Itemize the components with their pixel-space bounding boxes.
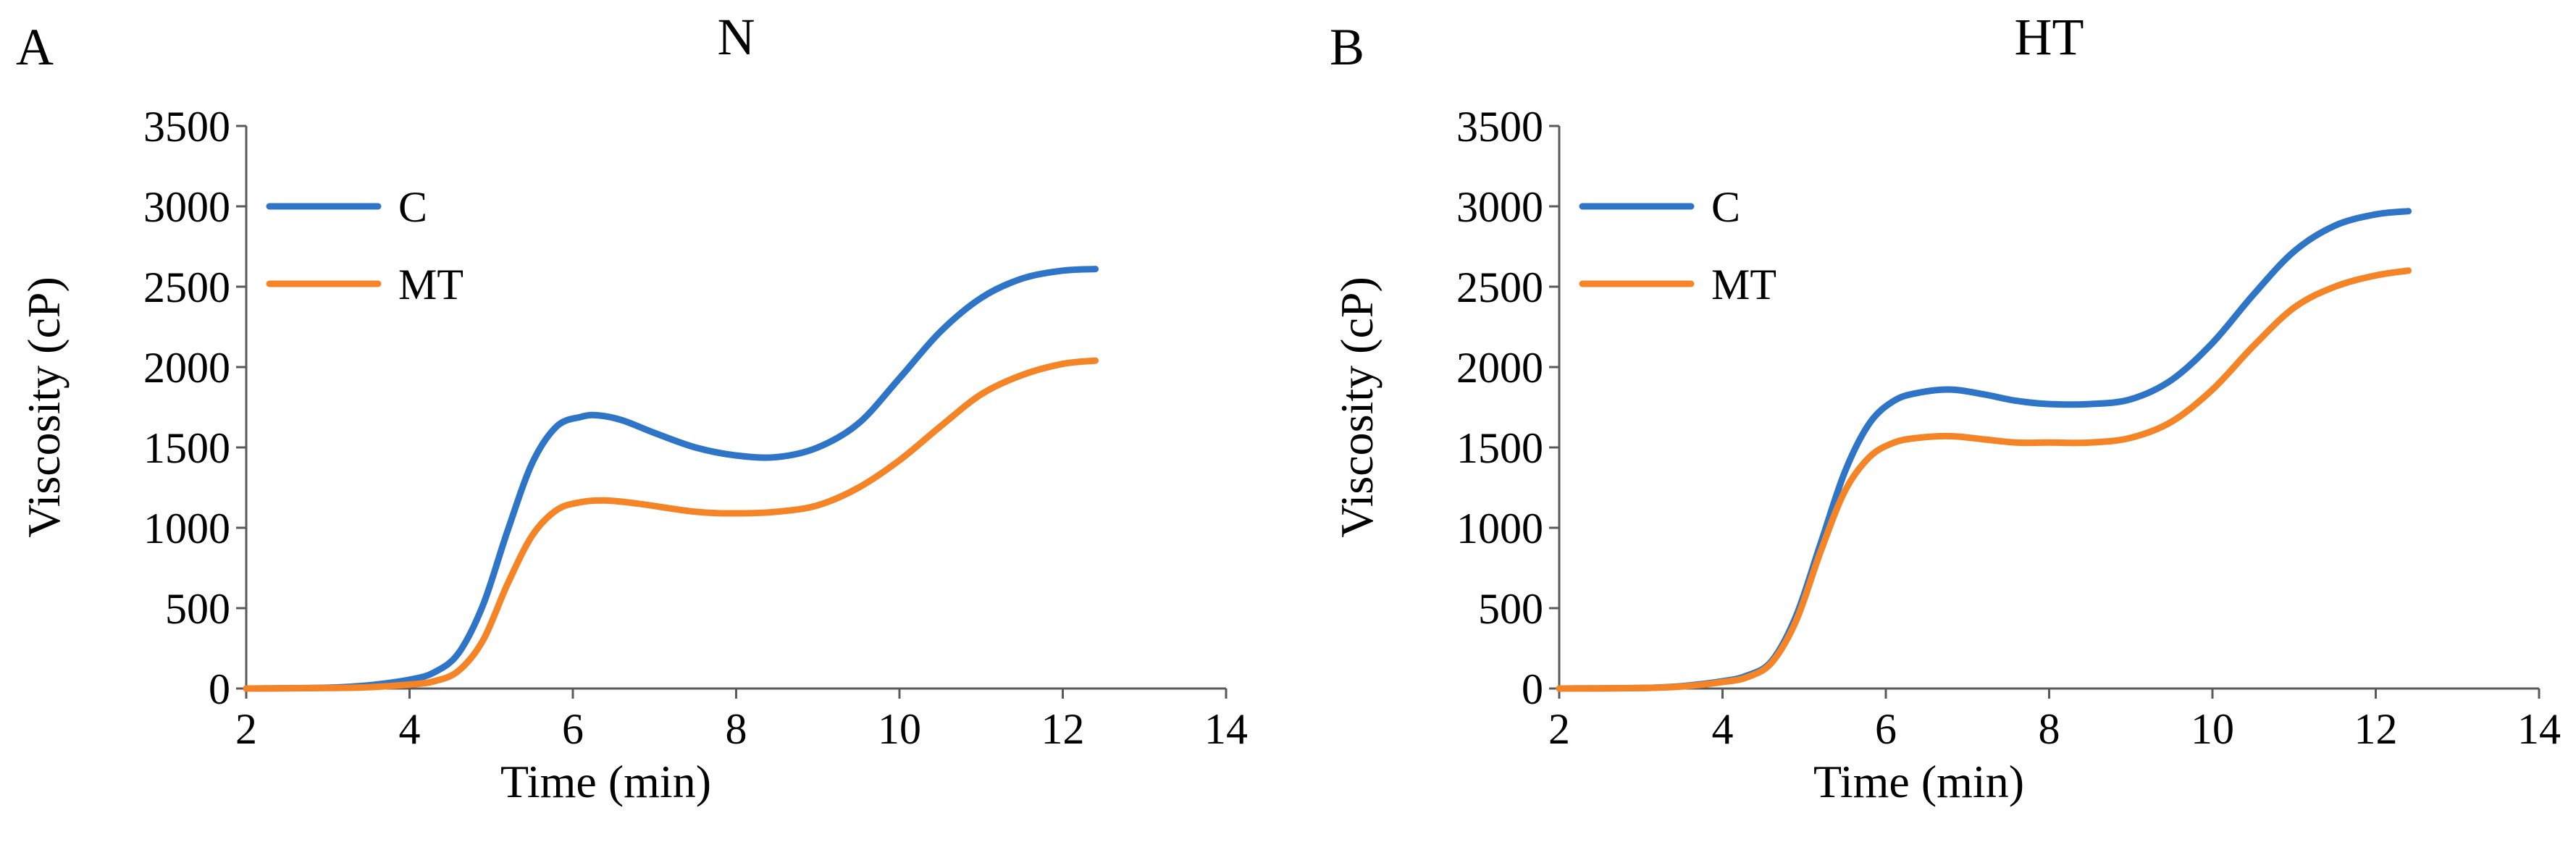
legend-label-c: C xyxy=(1711,183,1740,231)
series-line-mt xyxy=(1556,267,2412,692)
chart-title: HT xyxy=(2015,8,2084,66)
x-tick-label: 14 xyxy=(2517,705,2561,753)
y-tick-label: 3500 xyxy=(1456,103,1543,151)
panel-letter: A xyxy=(16,18,54,76)
panel-letter: B xyxy=(1330,18,1364,76)
y-tick-label: 2000 xyxy=(143,344,230,392)
y-tick-label: 3500 xyxy=(143,103,230,151)
y-tick-label: 2000 xyxy=(1456,344,1543,392)
x-tick-label: 12 xyxy=(2354,705,2398,753)
x-tick-label: 2 xyxy=(1548,705,1570,753)
y-tick-label: 1000 xyxy=(143,505,230,552)
y-tick-label: 0 xyxy=(209,665,230,713)
legend-label-c: C xyxy=(398,183,427,231)
panel-a: A N 0 500 1000 1500 2000 2500 3000 3500 2 4 6 8 10 12 14… xyxy=(16,8,1248,807)
x-tick-label: 4 xyxy=(1712,705,1734,753)
y-tick-label: 0 xyxy=(1522,665,1543,713)
x-tick-label: 6 xyxy=(1875,705,1897,753)
y-axis-title: Viscosity (cP) xyxy=(1331,277,1383,538)
x-tick-label: 8 xyxy=(726,705,747,753)
x-tick-label: 12 xyxy=(1041,705,1085,753)
y-tick-label: 3000 xyxy=(1456,183,1543,231)
x-tick-label: 2 xyxy=(235,705,257,753)
panel-b: B HT 0 500 1000 1500 2000 2500 3000 3500 2 4 6 8 10 12 1… xyxy=(1330,8,2561,807)
x-tick-label: 10 xyxy=(878,705,921,753)
x-axis-title: Time (min) xyxy=(500,756,711,807)
y-tick-label: 3000 xyxy=(143,183,230,231)
y-tick-label: 1500 xyxy=(143,424,230,472)
y-axis-title: Viscosity (cP) xyxy=(18,277,70,538)
x-tick-label: 4 xyxy=(399,705,421,753)
x-tick-label: 14 xyxy=(1204,705,1248,753)
y-tick-label: 1500 xyxy=(1456,424,1543,472)
y-tick-label: 500 xyxy=(1478,585,1543,633)
legend-label-mt: MT xyxy=(1711,261,1776,308)
series-line-c xyxy=(243,266,1099,692)
x-tick-label: 10 xyxy=(2191,705,2234,753)
y-tick-label: 2500 xyxy=(143,264,230,311)
chart-title: N xyxy=(718,8,755,66)
x-tick-label: 6 xyxy=(562,705,584,753)
y-tick-label: 2500 xyxy=(1456,264,1543,311)
y-tick-label: 500 xyxy=(165,585,230,633)
x-axis-title: Time (min) xyxy=(1813,756,2024,807)
series-line-mt xyxy=(243,357,1099,692)
y-tick-label: 1000 xyxy=(1456,505,1543,552)
legend-label-mt: MT xyxy=(398,261,463,308)
x-tick-label: 8 xyxy=(2039,705,2060,753)
